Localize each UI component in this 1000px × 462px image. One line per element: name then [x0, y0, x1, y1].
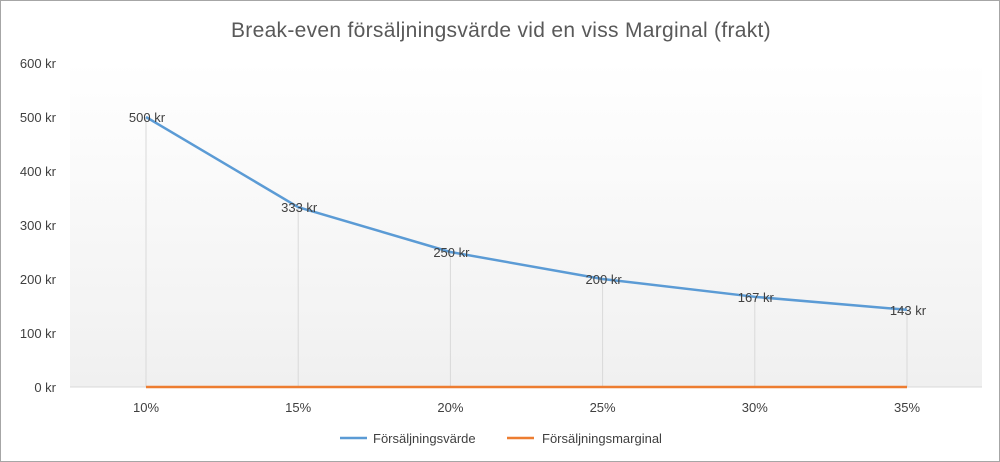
x-tick-label: 30% [742, 400, 768, 415]
data-label: 143 kr [890, 303, 927, 318]
data-label: 167 kr [738, 290, 775, 305]
y-tick-label: 100 kr [20, 326, 57, 341]
data-label: 200 kr [586, 272, 623, 287]
legend: Försäljningsvärde Försäljningsmarginal [340, 431, 662, 446]
series-line-0 [145, 115, 908, 312]
y-tick-label: 200 kr [20, 272, 57, 287]
series-lines [145, 115, 908, 389]
x-tick-label: 25% [590, 400, 616, 415]
y-tick-label: 400 kr [20, 164, 57, 179]
data-label: 333 kr [281, 200, 318, 215]
legend-label-0: Försäljningsvärde [373, 431, 476, 446]
y-axis-ticks: 0 kr 100 kr 200 kr 300 kr 400 kr 500 kr 600 kr [20, 56, 57, 395]
chart-title: Break-even försäljningsvärde vid en viss… [231, 19, 771, 42]
data-label: 250 kr [433, 245, 470, 260]
y-tick-label: 500 kr [20, 110, 57, 125]
x-axis-ticks: 10% 15% 20% 25% 30% 35% [70, 386, 982, 415]
legend-label-1: Försäljningsmarginal [542, 431, 662, 446]
plot-area [70, 61, 982, 387]
y-tick-label: 600 kr [20, 56, 57, 71]
x-tick-label: 20% [437, 400, 463, 415]
y-tick-label: 300 kr [20, 218, 57, 233]
data-label: 500 kr [129, 110, 166, 125]
y-tick-label: 0 kr [34, 380, 56, 395]
data-labels: 500 kr 333 kr 250 kr 200 kr 167 kr 143 kr [129, 110, 927, 318]
x-tick-label: 10% [133, 400, 159, 415]
x-tick-label: 35% [894, 400, 920, 415]
drop-lines [145, 117, 908, 387]
x-tick-label: 15% [285, 400, 311, 415]
